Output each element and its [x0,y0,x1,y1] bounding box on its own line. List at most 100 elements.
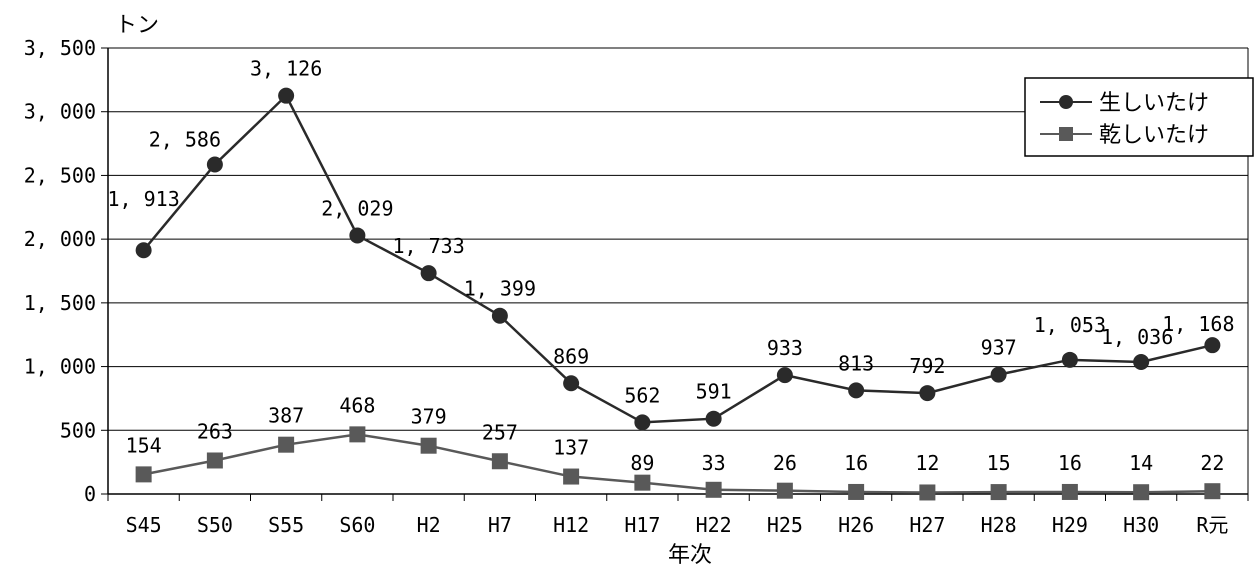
x-tick-label: H30 [1123,513,1159,537]
x-tick-label: S45 [126,513,162,537]
data-point [776,367,793,384]
data-label: 591 [696,380,732,404]
series-layer [135,87,1221,501]
data-label: 1, 733 [393,234,465,258]
data-label: 468 [339,393,375,417]
data-label: 33 [702,451,726,475]
x-tick-label: H7 [488,513,512,537]
legend-marker-dried [1059,127,1073,141]
axes [101,47,1249,501]
gridlines [108,47,1248,431]
data-label: 26 [773,451,797,475]
data-label: 937 [981,336,1017,360]
data-point [634,414,651,431]
y-tick-label: 0 [84,482,96,506]
data-point [705,410,722,427]
data-label: 12 [915,451,939,475]
x-tick-label: H28 [981,513,1017,537]
data-point [919,385,936,402]
x-tick-label: H29 [1052,513,1088,537]
data-label: 2, 029 [321,196,393,220]
data-point [776,482,793,499]
legend-box [1024,77,1254,157]
data-point [1204,337,1221,354]
y-tick-label: 1, 500 [24,291,96,315]
data-label: 792 [909,354,945,378]
x-tick-label: S55 [268,513,304,537]
data-point [420,437,437,454]
y-tick-labels: 0 500 1, 000 1, 500 2, 000 2, 500 3, 000 3, 500 [24,36,96,506]
data-point [491,307,508,324]
y-tick-label: 3, 000 [24,100,96,124]
data-label: 387 [268,404,304,428]
x-tick-label: S60 [339,513,375,537]
data-label: 3, 126 [250,57,322,81]
x-tick-label: H22 [696,513,732,537]
data-point [990,484,1007,501]
data-label: 16 [844,451,868,475]
y-axis-unit: トン [115,13,159,38]
data-point [1061,351,1078,368]
data-label: 1, 399 [464,277,536,301]
x-tick-label: H17 [624,513,660,537]
data-point [349,426,366,443]
data-point [563,375,580,392]
data-point [1133,484,1150,501]
data-label: 15 [987,451,1011,475]
data-point [278,436,295,453]
y-tick-label: 2, 500 [24,163,96,187]
y-tick-label: 3, 500 [24,36,96,60]
data-label: 257 [482,420,518,444]
data-point [919,484,936,501]
data-label: 89 [630,451,654,475]
data-label: 16 [1058,451,1082,475]
data-point [206,156,223,173]
x-tick-label: H12 [553,513,589,537]
data-point [1204,483,1221,500]
data-label: 1, 053 [1034,313,1106,337]
data-point [349,227,366,244]
data-point [278,87,295,104]
x-tick-label: H26 [838,513,874,537]
x-tick-labels: S45 S50 S55 S60 H2 H7 H12 H17 H22 H25 H26 H27 H28 H29… [126,513,1229,537]
data-label: 154 [126,433,162,457]
legend-label-dried: 乾しいたけ [1099,123,1209,148]
x-tick-label: S50 [197,513,233,537]
x-tick-label: H2 [417,513,441,537]
data-label: 2, 586 [149,127,221,151]
data-label: 379 [411,405,447,429]
data-label: 933 [767,336,803,360]
data-point [420,265,437,282]
data-point [135,242,152,259]
y-tick-label: 500 [60,418,96,442]
data-label: 1, 168 [1162,312,1234,336]
legend-label-fresh: 生しいたけ [1099,91,1209,116]
data-label: 1, 036 [1101,325,1173,349]
data-label: 562 [624,383,660,407]
data-point [990,366,1007,383]
legend-marker-fresh [1059,95,1073,109]
data-point [491,453,508,470]
data-label: 813 [838,351,874,375]
y-tick-label: 1, 000 [24,355,96,379]
x-tick-label: R元 [1196,513,1228,537]
data-point [1133,353,1150,370]
data-label: 137 [553,436,589,460]
x-tick-label: H27 [909,513,945,537]
data-label: 263 [197,419,233,443]
data-point [1061,483,1078,500]
data-point [848,382,865,399]
series-line [143,433,1213,494]
series-line [142,93,1213,424]
x-axis-title: 年次 [668,543,712,568]
y-tick-label: 2, 000 [24,227,96,251]
data-label: 869 [553,344,589,368]
data-point [135,466,152,483]
data-point [206,452,223,469]
data-point [848,483,865,500]
data-point [634,474,651,491]
data-point [563,468,580,485]
data-label: 22 [1200,451,1224,475]
